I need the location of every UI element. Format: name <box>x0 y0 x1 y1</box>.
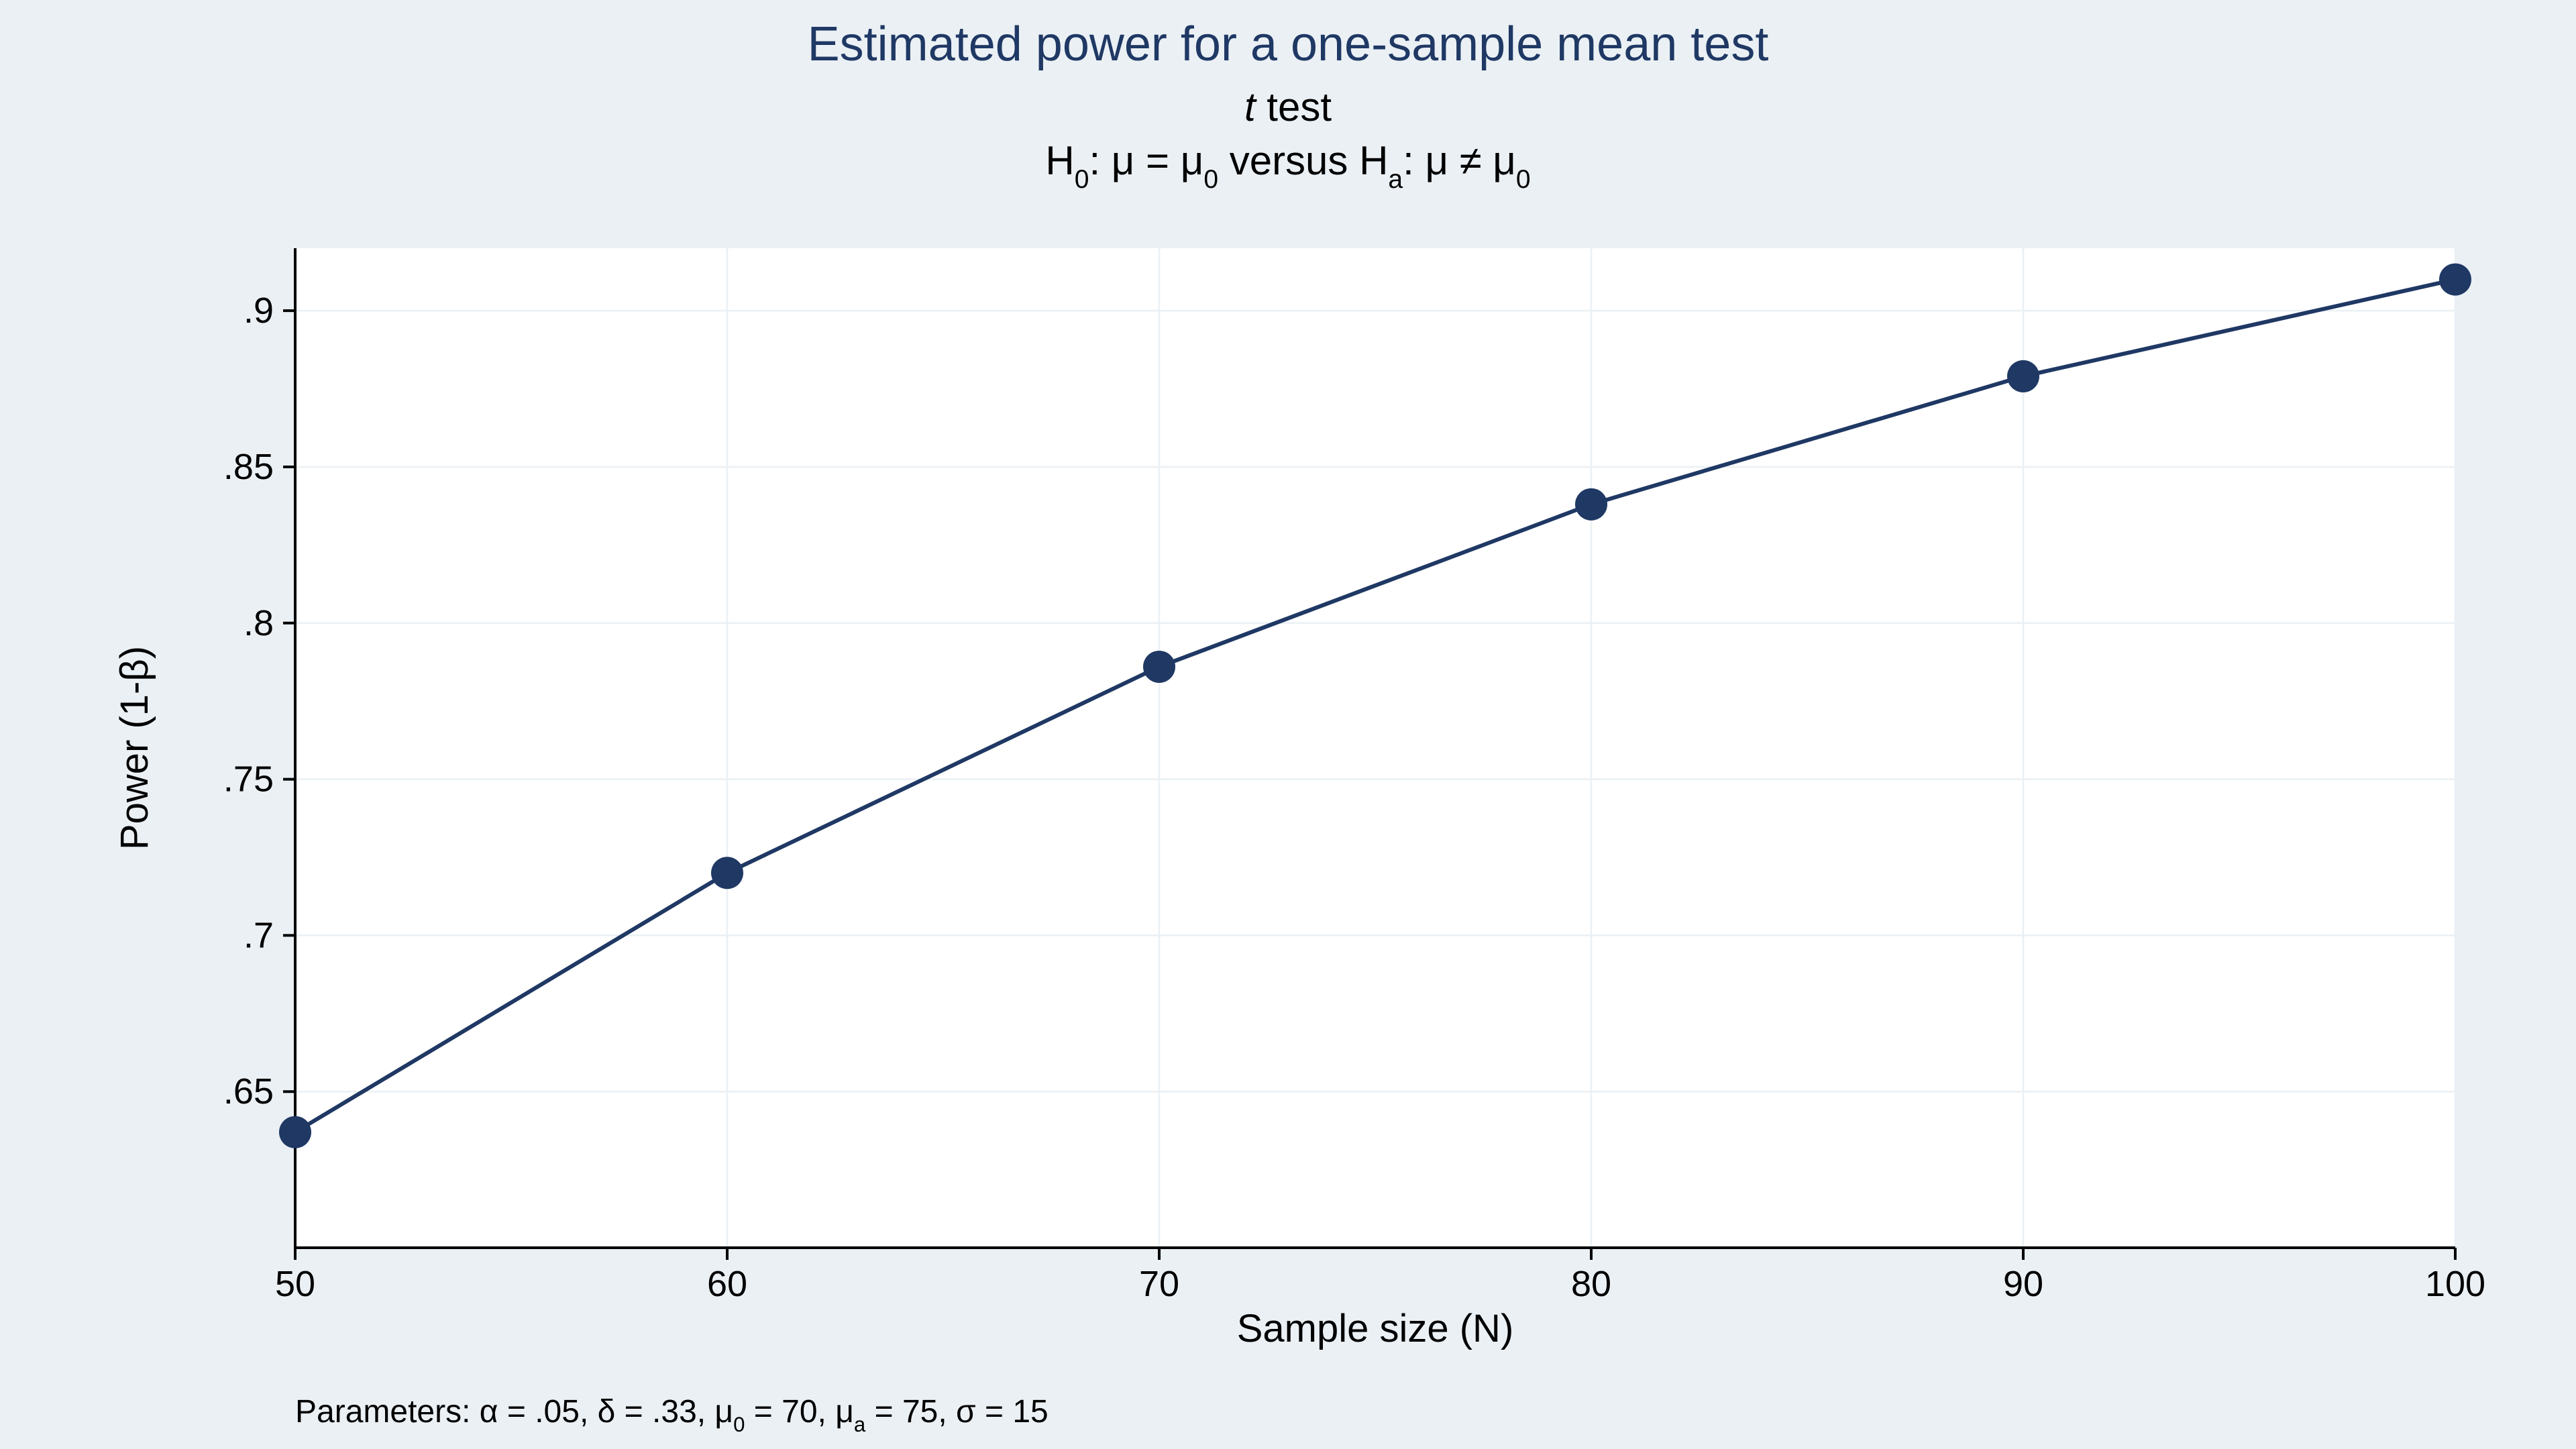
x-tick-label: 70 <box>1139 1264 1179 1304</box>
y-tick-label: .7 <box>244 915 274 955</box>
data-point <box>279 1116 311 1148</box>
chart-subtitle-1: t test <box>1244 85 1332 129</box>
data-point <box>1575 488 1607 521</box>
x-tick-label: 80 <box>1571 1264 1611 1304</box>
y-tick-label: .75 <box>223 759 274 800</box>
chart-title: Estimated power for a one-sample mean te… <box>808 17 1769 71</box>
y-axis-label: Power (1-β) <box>113 646 156 850</box>
data-point <box>2439 264 2471 296</box>
x-tick-label: 90 <box>2003 1264 2043 1304</box>
y-tick-label: .65 <box>223 1071 274 1112</box>
x-tick-label: 50 <box>275 1264 315 1304</box>
power-chart: 50 60 70 80 90 100 .65 .7 .75 .8 .85 .9 Sample size … <box>0 0 2576 1449</box>
chart-svg: 50 60 70 80 90 100 .65 .7 .75 .8 .85 .9 Sample size … <box>0 0 2576 1449</box>
x-tick-label: 100 <box>2425 1264 2485 1304</box>
data-point <box>1143 651 1175 683</box>
data-point <box>2007 360 2039 392</box>
y-tick-label: .85 <box>223 447 274 487</box>
data-point <box>711 857 743 889</box>
y-tick-label: .8 <box>244 603 274 643</box>
x-axis-label: Sample size (N) <box>1237 1307 1514 1350</box>
y-tick-label: .9 <box>244 290 274 331</box>
x-tick-label: 60 <box>707 1264 747 1304</box>
